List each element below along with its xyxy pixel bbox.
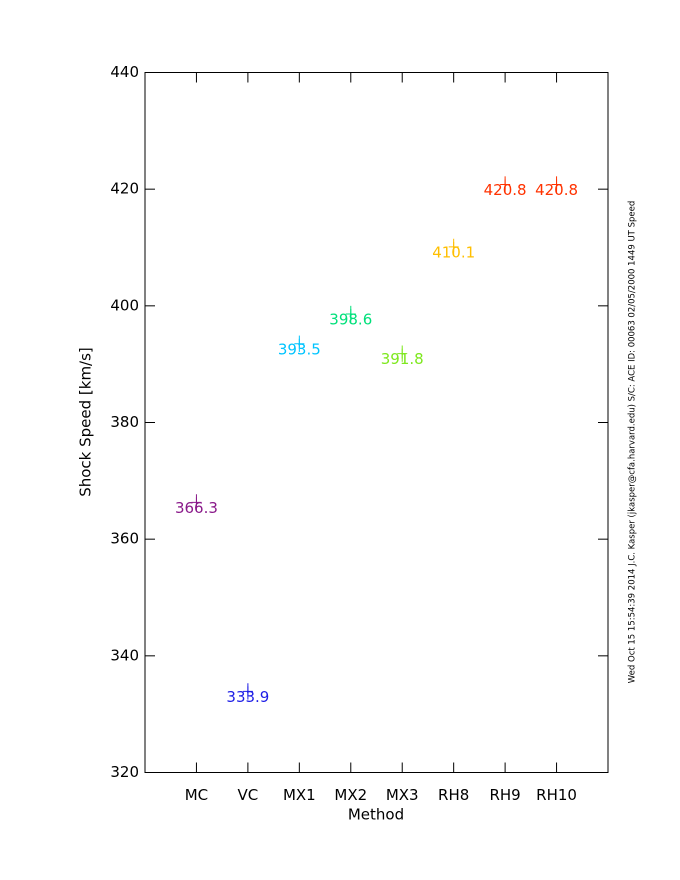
- y-tick-label: 440: [110, 63, 139, 81]
- x-tick-label: RH8: [438, 786, 469, 804]
- point: [191, 497, 202, 508]
- x-tick-label: RH10: [536, 786, 577, 804]
- side-note: Wed Oct 15 15:54:39 2014 J.C. Kasper (jk…: [628, 201, 638, 683]
- x-tick-label: MX2: [334, 786, 367, 804]
- point: [448, 241, 459, 252]
- x-axis-label: Method: [348, 806, 404, 824]
- y-tick-label: 320: [110, 763, 139, 781]
- x-tick-label: MC: [185, 786, 208, 804]
- point: [397, 348, 408, 359]
- point: [345, 309, 356, 319]
- value-label: 420.8: [484, 181, 527, 199]
- y-tick-label: 360: [110, 530, 139, 548]
- x-tick-label: RH9: [489, 786, 520, 804]
- y-tick-label: 420: [110, 180, 139, 198]
- value-label: 410.1: [432, 243, 475, 261]
- y-tick-label: 340: [110, 646, 139, 664]
- x-tick-label: MX1: [283, 786, 316, 804]
- plot-frame: [144, 72, 609, 773]
- point: [294, 338, 305, 349]
- x-tick-label: MX3: [386, 786, 419, 804]
- value-label: 398.6: [329, 311, 372, 329]
- y-axis-label: Shock Speed [km/s]: [77, 347, 95, 497]
- point: [551, 179, 562, 190]
- value-label: 393.5: [278, 340, 321, 358]
- x-tick-label: VC: [238, 786, 259, 804]
- y-tick-label: 380: [110, 413, 139, 431]
- value-label: 333.9: [226, 688, 269, 706]
- y-tick-label: 400: [110, 296, 139, 314]
- point: [242, 686, 253, 697]
- point: [500, 179, 511, 190]
- value-label: 420.8: [535, 181, 578, 199]
- value-label: 391.8: [381, 350, 424, 368]
- value-label: 366.3: [175, 499, 218, 517]
